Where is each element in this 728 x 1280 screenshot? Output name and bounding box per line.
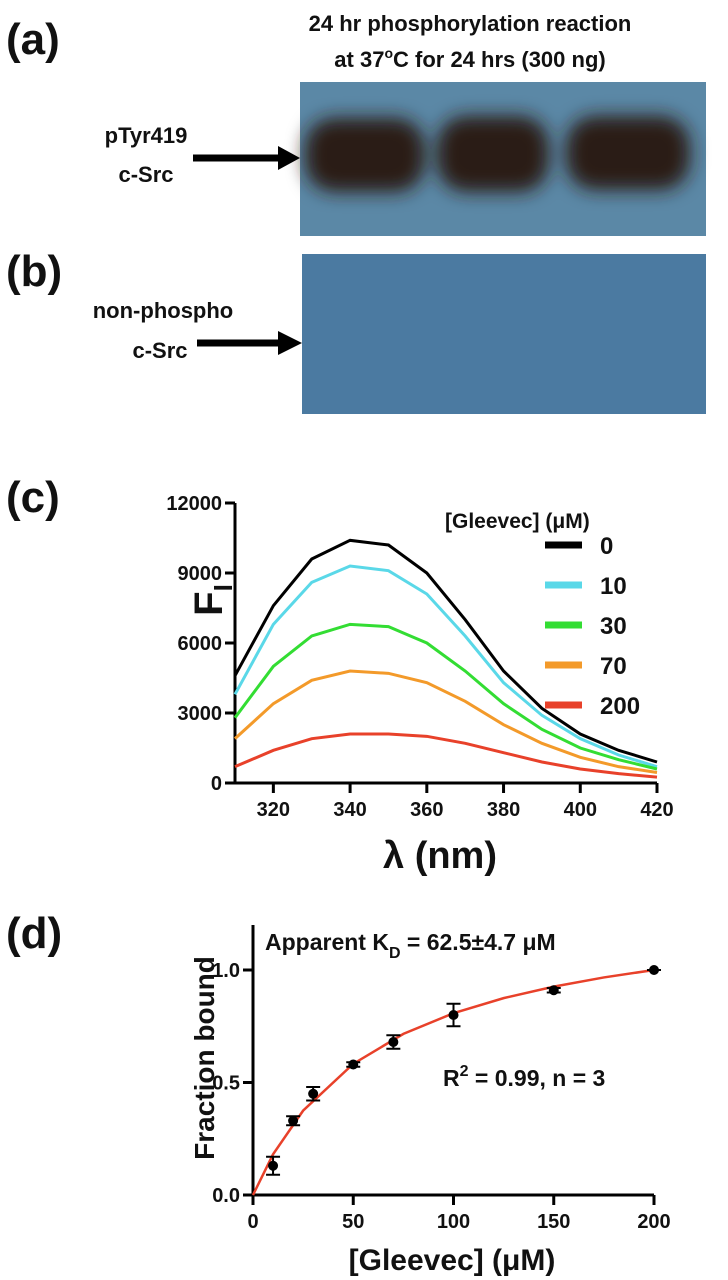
- point: [288, 1116, 298, 1126]
- x-tick-label: 150: [537, 1211, 570, 1233]
- x-tick-label: 50: [342, 1211, 364, 1233]
- y-tick-label: 9000: [178, 563, 223, 585]
- text: = 62.5±4.7 μM: [401, 929, 556, 955]
- subscript: I: [208, 584, 238, 591]
- point: [649, 965, 659, 975]
- blot-b: [302, 254, 706, 414]
- point: [449, 1010, 459, 1020]
- text: = 0.99, n = 3: [469, 1065, 606, 1091]
- y-axis-label: Fraction bound: [189, 956, 220, 1160]
- point: [308, 1089, 318, 1099]
- superscript: o: [384, 45, 393, 61]
- annotation: Apparent KD = 62.5±4.7 μM: [265, 929, 556, 962]
- x-tick-label: 420: [640, 799, 673, 821]
- text: C for 24 hrs (300 ng): [393, 47, 606, 72]
- band-label: pTyr419: [105, 123, 188, 148]
- blot-title: at 37oC for 24 hrs (300 ng): [334, 45, 605, 72]
- arrow: [197, 331, 302, 355]
- band-label: c-Src: [132, 338, 187, 363]
- x-tick-label: 380: [487, 799, 520, 821]
- band-label: non-phospho: [93, 298, 234, 323]
- x-axis-label: [Gleevec] (μM): [349, 1244, 556, 1277]
- y-tick-label: 0: [211, 773, 222, 795]
- x-tick-label: 0: [247, 1211, 258, 1233]
- x-axis-label: λ (nm): [383, 835, 497, 877]
- panel-label: (c): [6, 473, 60, 522]
- line-series: [235, 624, 657, 769]
- point: [388, 1037, 398, 1047]
- text: at 37: [334, 47, 384, 72]
- x-tick-label: 360: [410, 799, 443, 821]
- blot-title: 24 hr phosphorylation reaction: [309, 11, 632, 36]
- text: F: [187, 591, 231, 615]
- x-tick-label: 100: [437, 1211, 470, 1233]
- line-series: [235, 540, 657, 762]
- figure: (a) 24 hr phosphorylation reaction at 37…: [0, 0, 728, 1280]
- y-tick-label: 6000: [178, 633, 223, 655]
- panel-label: (a): [6, 15, 60, 64]
- line-series: [235, 671, 657, 773]
- x-tick-label: 340: [333, 799, 366, 821]
- point: [268, 1161, 278, 1171]
- x-tick-label: 200: [637, 1211, 670, 1233]
- arrow: [193, 146, 300, 170]
- y-tick-label: 12000: [166, 493, 222, 515]
- legend-label: 70: [600, 653, 627, 680]
- text: R: [443, 1065, 460, 1091]
- legend-label: 200: [600, 693, 640, 720]
- x-tick-label: 320: [257, 799, 290, 821]
- subscript: D: [389, 945, 401, 962]
- point: [549, 985, 559, 995]
- annotation: R2 = 0.99, n = 3: [443, 1063, 605, 1091]
- band-label: c-Src: [118, 162, 173, 187]
- y-axis-label: FI: [187, 584, 238, 616]
- legend-title: [Gleevec] (μM): [445, 510, 590, 533]
- superscript: 2: [460, 1063, 469, 1080]
- x-tick-label: 400: [564, 799, 597, 821]
- text: Apparent K: [265, 929, 389, 955]
- legend-label: 10: [600, 573, 627, 600]
- panel-label: (d): [6, 909, 62, 958]
- y-tick-label: 3000: [178, 703, 223, 725]
- panel-label: (b): [6, 247, 62, 296]
- point: [348, 1060, 358, 1070]
- legend-label: 0: [600, 533, 613, 560]
- y-tick-label: 0.0: [212, 1185, 240, 1207]
- legend-label: 30: [600, 613, 627, 640]
- blot-a: [300, 82, 706, 236]
